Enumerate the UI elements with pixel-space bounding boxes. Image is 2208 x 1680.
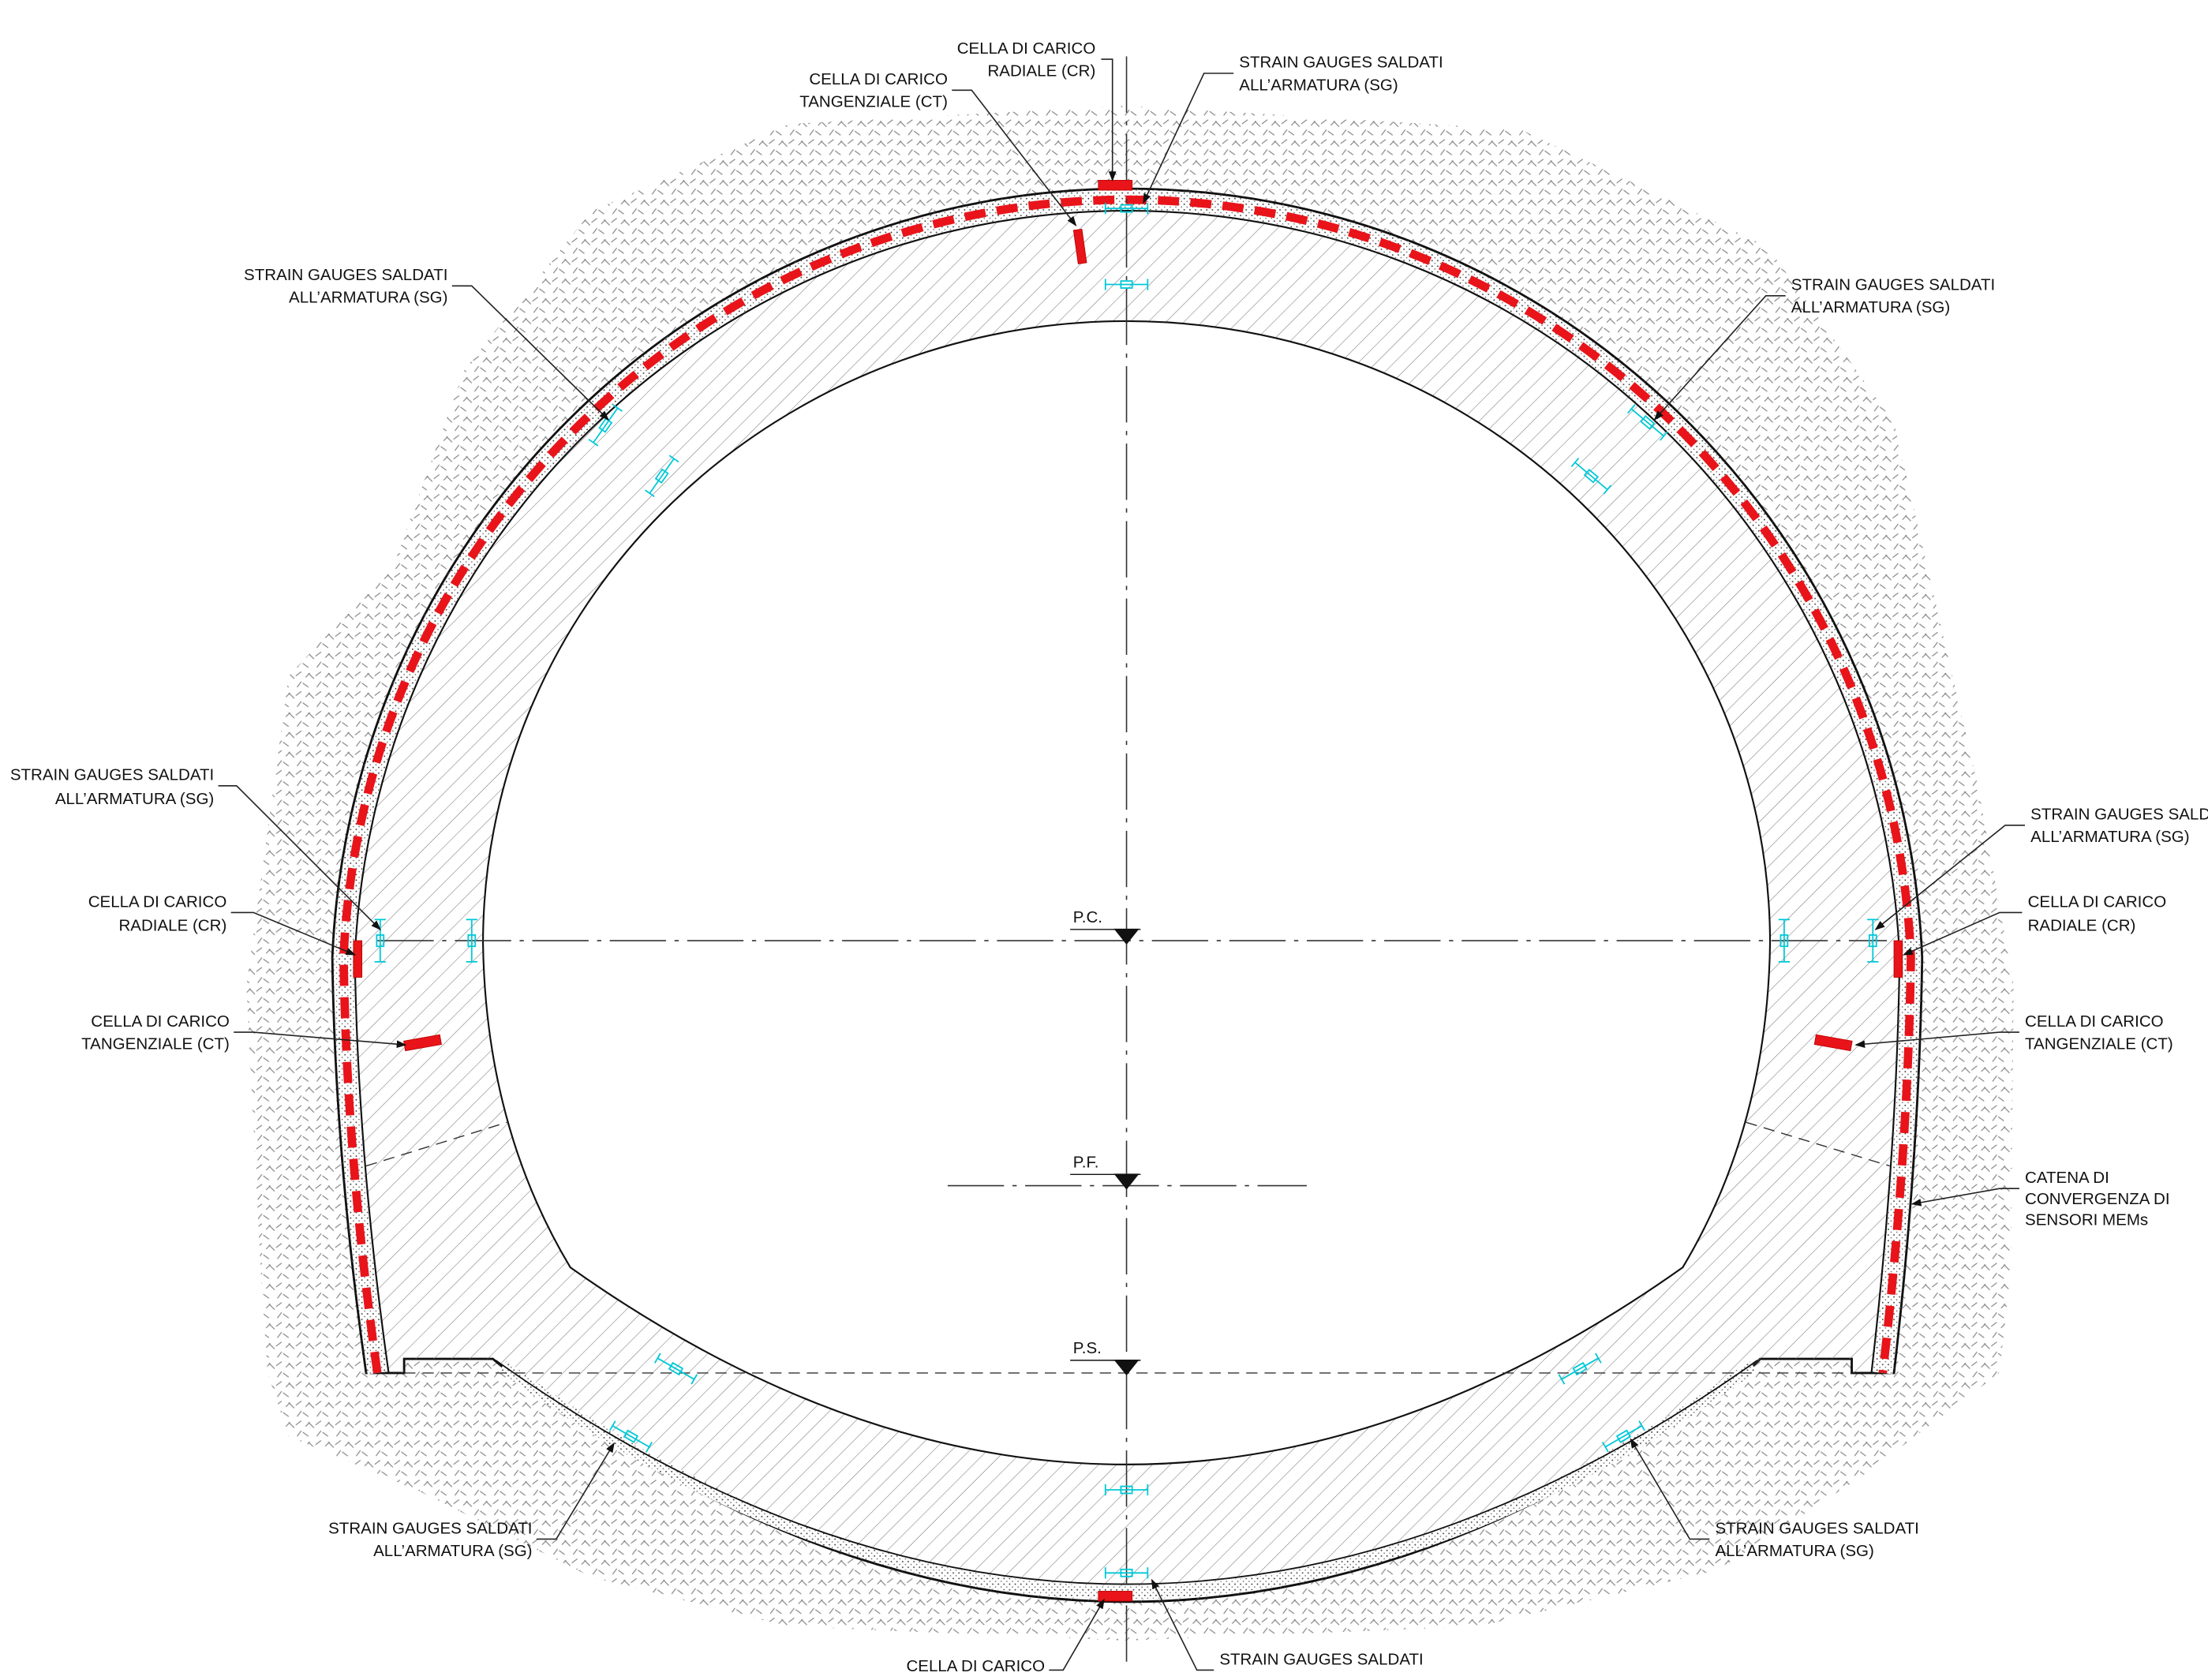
dashed	[365, 1121, 507, 1167]
label: ALL’ARMATURA (SG)	[289, 289, 447, 307]
label: ALL’ARMATURA (SG)	[55, 790, 214, 808]
label: CELLA DI CARICO	[2028, 892, 2167, 911]
mems-chain	[339, 195, 1915, 1374]
label: SENSORI MEMs	[2025, 1211, 2148, 1229]
shotcrete-edge	[354, 210, 1901, 1374]
label: ALL’ARMATURA (SG)	[373, 1542, 532, 1560]
label: STRAIN GAUGES SALDATI	[2030, 806, 2208, 824]
labels: CELLA DI CARICO RADIALE (CR) CELLA DI CA…	[10, 39, 2208, 1675]
label: RADIALE (CR)	[2028, 917, 2136, 935]
label: ALL’ARMATURA (SG)	[2030, 828, 2189, 846]
label: CATENA DI	[2025, 1169, 2109, 1187]
label: STRAIN GAUGES SALDATI	[328, 1519, 532, 1537]
label: CELLA DI CARICO	[957, 39, 1096, 58]
label: STRAIN GAUGES SALDATI	[1715, 1519, 1918, 1537]
label: STRAIN GAUGES SALDATI	[1791, 276, 1995, 294]
label: CELLA DI CARICO	[906, 1657, 1045, 1675]
level-markers	[1070, 928, 1141, 1376]
leaders	[218, 58, 2026, 1671]
level-label: P.C.	[1073, 908, 1102, 926]
level-label: P.S.	[1073, 1339, 1102, 1357]
label: STRAIN GAUGES SALDATI	[1219, 1650, 1423, 1668]
label: ALL’ARMATURA (SG)	[1715, 1542, 1873, 1560]
label: ALL’ARMATURA (SG)	[1239, 76, 1398, 94]
load-cells	[353, 180, 1903, 1602]
label: TANGENZIALE (CT)	[799, 93, 948, 111]
label: CELLA DI CARICO	[88, 892, 227, 911]
label: RADIALE (CR)	[987, 62, 1095, 80]
label: CELLA DI CARICO	[91, 1012, 230, 1031]
label: CELLA DI CARICO	[2025, 1012, 2164, 1031]
intrados	[481, 320, 1772, 1465]
label: CONVERGENZA DI	[2025, 1190, 2170, 1208]
label: TANGENZIALE (CT)	[2025, 1035, 2173, 1053]
label: STRAIN GAUGES SALDATI	[244, 266, 447, 284]
label: CELLA DI CARICO	[809, 70, 948, 88]
label: ALL’ARMATURA (SG)	[1791, 298, 1950, 316]
dashed	[1746, 1121, 1890, 1167]
label: STRAIN GAUGES SALDATI	[10, 766, 214, 784]
level-label: P.F.	[1073, 1153, 1099, 1171]
label: STRAIN GAUGES SALDATI	[1239, 54, 1443, 72]
label: RADIALE (CR)	[118, 917, 226, 935]
label: TANGENZIALE (CT)	[81, 1035, 230, 1053]
